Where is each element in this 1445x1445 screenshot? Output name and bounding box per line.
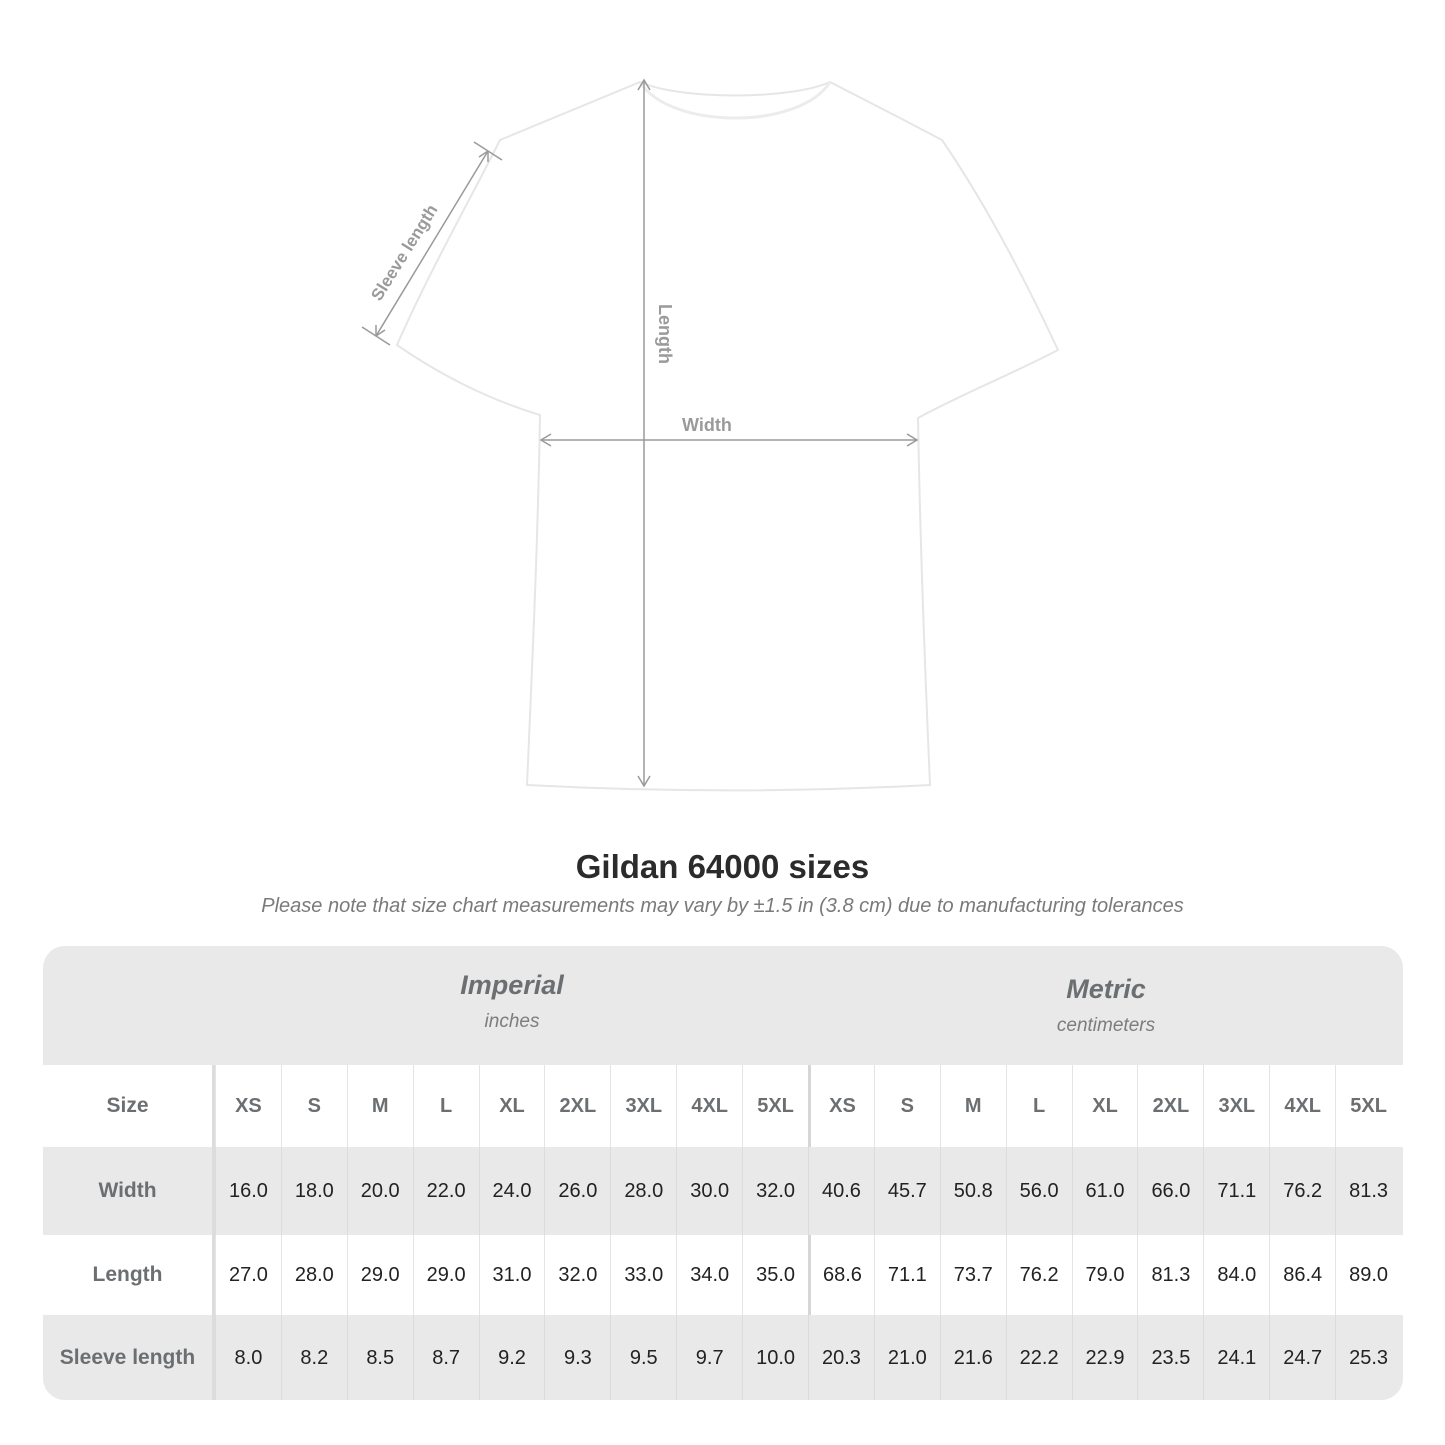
cell-metric: 84.0 [1203, 1235, 1269, 1315]
size-header-metric-5XL: 5XL [1335, 1065, 1401, 1147]
cell-imperial: 22.0 [412, 1147, 479, 1235]
size-table: Imperial inches Metric centimeters Size X… [43, 946, 1403, 1400]
imperial-header: Imperial inches [215, 970, 809, 1088]
size-header-imperial-2XL: 2XL [544, 1065, 610, 1147]
cell-metric: 81.3 [1137, 1235, 1203, 1315]
table-row: Sleeve length 8.0 8.2 8.5 8.7 9.2 9.3 9.5 9.7 10.… [43, 1315, 1403, 1400]
imperial-title: Imperial [460, 970, 564, 1000]
row-label: Sleeve length [43, 1315, 215, 1400]
cell-imperial: 8.0 [215, 1315, 281, 1400]
cell-metric: 79.0 [1071, 1235, 1138, 1315]
metric-header: Metric centimeters [809, 974, 1403, 1092]
size-header-metric-M: M [939, 1065, 1006, 1147]
cell-metric: 71.1 [1203, 1147, 1269, 1235]
cell-metric: 89.0 [1335, 1235, 1401, 1315]
cell-imperial: 18.0 [280, 1147, 347, 1235]
length-arrow [637, 78, 651, 788]
cell-metric: 21.6 [939, 1315, 1006, 1400]
size-header-metric-2XL: 2XL [1137, 1065, 1203, 1147]
cell-metric: 40.6 [808, 1147, 874, 1235]
cell-metric: 73.7 [939, 1235, 1006, 1315]
cell-metric: 81.3 [1335, 1147, 1401, 1235]
size-header-metric-S: S [873, 1065, 940, 1147]
cell-imperial: 24.0 [478, 1147, 545, 1235]
cell-imperial: 31.0 [478, 1235, 545, 1315]
cell-metric: 66.0 [1137, 1147, 1203, 1235]
cell-metric: 20.3 [808, 1315, 874, 1400]
cell-imperial: 27.0 [215, 1235, 281, 1315]
size-label: Size [43, 1065, 215, 1147]
cell-metric: 25.3 [1335, 1315, 1401, 1400]
cell-imperial: 35.0 [742, 1235, 808, 1315]
cell-metric: 76.2 [1005, 1235, 1072, 1315]
cell-imperial: 33.0 [610, 1235, 676, 1315]
cell-imperial: 32.0 [544, 1235, 610, 1315]
size-header-imperial-3XL: 3XL [610, 1065, 676, 1147]
cell-imperial: 28.0 [610, 1147, 676, 1235]
cell-imperial: 28.0 [280, 1235, 347, 1315]
cell-metric: 50.8 [939, 1147, 1006, 1235]
size-header-imperial-XL: XL [478, 1065, 545, 1147]
cell-metric: 22.9 [1071, 1315, 1138, 1400]
table-row: Width 16.0 18.0 20.0 22.0 24.0 26.0 28.0 30.0 32.… [43, 1147, 1403, 1235]
cell-metric: 86.4 [1269, 1235, 1335, 1315]
neck-collar [638, 81, 832, 120]
cell-imperial: 34.0 [676, 1235, 742, 1315]
size-header-imperial-S: S [280, 1065, 347, 1147]
cell-imperial: 8.7 [412, 1315, 479, 1400]
cell-imperial: 26.0 [544, 1147, 610, 1235]
cell-imperial: 10.0 [742, 1315, 808, 1400]
size-header-imperial-L: L [412, 1065, 479, 1147]
cell-imperial: 9.3 [544, 1315, 610, 1400]
cell-imperial: 16.0 [215, 1147, 281, 1235]
cell-metric: 24.1 [1203, 1315, 1269, 1400]
row-label: Width [43, 1147, 215, 1235]
cell-metric: 71.1 [873, 1235, 940, 1315]
cell-imperial: 30.0 [676, 1147, 742, 1235]
cell-imperial: 29.0 [412, 1235, 479, 1315]
metric-unit: centimeters [1056, 1015, 1156, 1036]
cell-metric: 76.2 [1269, 1147, 1335, 1235]
table-row: Length 27.0 28.0 29.0 29.0 31.0 32.0 33.0 34.0 35… [43, 1235, 1403, 1315]
cell-imperial: 9.7 [676, 1315, 742, 1400]
length-label: Length [655, 304, 675, 364]
cell-metric: 24.7 [1269, 1315, 1335, 1400]
size-header-metric-4XL: 4XL [1269, 1065, 1335, 1147]
tshirt-diagram: Sleeve length Length Width [361, 78, 1060, 792]
cell-imperial: 20.0 [346, 1147, 413, 1235]
size-header-metric-3XL: 3XL [1203, 1065, 1269, 1147]
size-header-metric-XS: XS [808, 1065, 874, 1147]
size-header-imperial-5XL: 5XL [742, 1065, 808, 1147]
cell-imperial: 8.5 [346, 1315, 413, 1400]
width-label: Width [682, 415, 732, 435]
size-header-metric-XL: XL [1071, 1065, 1138, 1147]
row-label: Length [43, 1235, 215, 1315]
cell-metric: 68.6 [808, 1235, 874, 1315]
size-header-imperial-M: M [346, 1065, 413, 1147]
sleeve-line [375, 150, 489, 337]
cell-imperial: 29.0 [346, 1235, 413, 1315]
imperial-unit: inches [484, 1011, 540, 1032]
cell-imperial: 32.0 [742, 1147, 808, 1235]
tolerance-note: Please note that size chart measurements… [261, 895, 1184, 917]
metric-title: Metric [1066, 974, 1146, 1004]
cell-metric: 22.2 [1005, 1315, 1072, 1400]
cell-imperial: 9.2 [478, 1315, 545, 1400]
size-header-metric-L: L [1005, 1065, 1072, 1147]
cell-metric: 61.0 [1071, 1147, 1138, 1235]
cell-metric: 56.0 [1005, 1147, 1072, 1235]
table-header-row: Size XS S M L XL 2XL 3XL 4XL 5XL XS S M L XL 2XL 3XL 4XL 5… [43, 1065, 1403, 1147]
cell-imperial: 9.5 [610, 1315, 676, 1400]
cell-metric: 23.5 [1137, 1315, 1203, 1400]
sleeve-ticks [361, 141, 503, 346]
size-header-imperial-4XL: 4XL [676, 1065, 742, 1147]
chart-title: Gildan 64000 sizes [575, 848, 870, 885]
cell-imperial: 8.2 [280, 1315, 347, 1400]
size-header-imperial-XS: XS [215, 1065, 281, 1147]
tshirt-body [395, 80, 1060, 792]
cell-metric: 45.7 [873, 1147, 940, 1235]
width-arrow [539, 433, 919, 447]
cell-metric: 21.0 [873, 1315, 940, 1400]
size-grid: Size XS S M L XL 2XL 3XL 4XL 5XL XS S M L XL 2XL 3XL 4XL 5… [43, 1065, 1403, 1400]
